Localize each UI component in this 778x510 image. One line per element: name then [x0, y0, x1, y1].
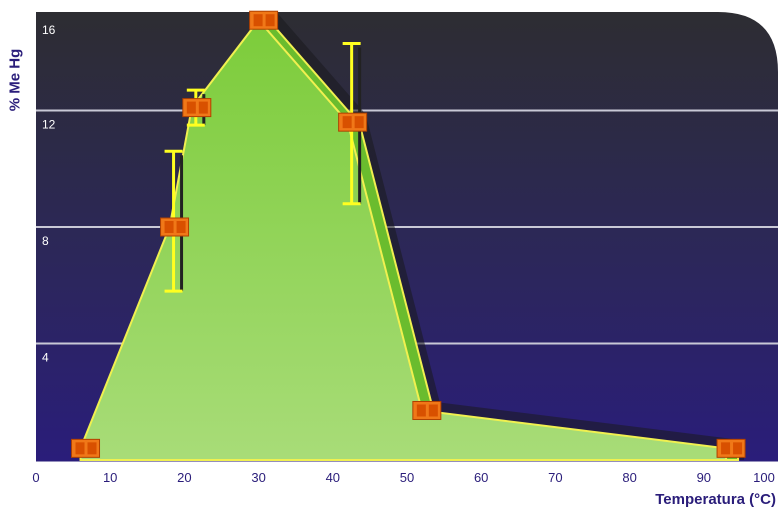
y-tick-label: 8	[42, 234, 49, 248]
data-marker-face	[416, 404, 426, 417]
data-marker-face	[186, 101, 196, 114]
y-axis-label: % Me Hg	[6, 48, 24, 112]
data-marker-face	[265, 14, 275, 27]
x-tick-label: 30	[251, 470, 265, 485]
x-tick-label: 40	[326, 470, 340, 485]
x-tick-label: 50	[400, 470, 414, 485]
data-marker-face	[428, 404, 438, 417]
x-axis-ticks: 0 10 20 30 40 50 60 70 80 90 100	[32, 470, 774, 485]
data-markers	[71, 10, 746, 458]
data-marker-face	[198, 101, 208, 114]
data-marker-face	[75, 442, 85, 455]
x-tick-label: 100	[753, 470, 775, 485]
data-marker-face	[164, 221, 174, 233]
data-marker-face	[176, 221, 186, 233]
x-tick-label: 80	[622, 470, 636, 485]
x-tick-label: 70	[548, 470, 562, 485]
x-tick-label: 0	[32, 470, 39, 485]
data-marker-face	[733, 442, 743, 455]
data-marker-face	[87, 442, 97, 455]
x-axis-label: Temperatura (°C)	[655, 491, 776, 508]
y-axis-label-box: % Me Hg	[4, 20, 26, 140]
data-marker-face	[253, 14, 263, 27]
x-tick-label: 20	[177, 470, 191, 485]
y-tick-label: 16	[42, 23, 56, 37]
y-axis-ticks: 4 8 12 16	[42, 23, 56, 365]
y-tick-label: 12	[42, 118, 56, 132]
x-tick-label: 10	[103, 470, 117, 485]
x-tick-label: 90	[697, 470, 711, 485]
data-marker-face	[354, 116, 364, 129]
data-marker-face	[342, 116, 352, 129]
y-tick-label: 4	[42, 351, 49, 365]
data-marker-face	[721, 442, 731, 455]
x-tick-label: 60	[474, 470, 488, 485]
